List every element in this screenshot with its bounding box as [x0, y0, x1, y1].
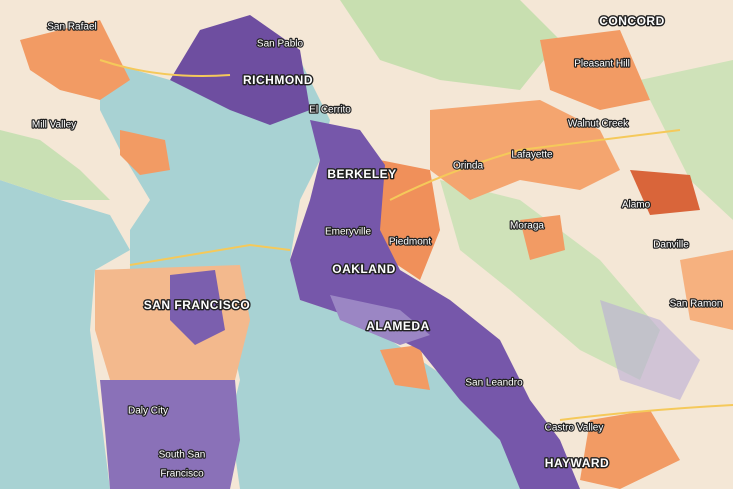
region [330, 295, 430, 345]
region [290, 120, 580, 489]
region [100, 380, 240, 489]
place-label: San Leandro [465, 378, 523, 389]
region [580, 410, 680, 489]
city-label: CONCORD [599, 14, 665, 28]
place-label: San Pablo [257, 39, 304, 50]
region [380, 345, 430, 390]
place-label: Pleasant Hill [574, 59, 630, 70]
city-label: HAYWARD [545, 456, 609, 470]
region [20, 20, 130, 100]
place-label: Danville [653, 240, 689, 251]
park [640, 60, 733, 220]
road [559, 404, 733, 421]
road [99, 59, 231, 77]
city-label: SAN FRANCISCO [144, 298, 251, 312]
city-label: ALAMEDA [366, 319, 430, 333]
place-label: Mill Valley [32, 120, 76, 131]
place-label: Francisco [160, 469, 204, 480]
region [540, 30, 650, 110]
region [170, 270, 225, 345]
park [0, 130, 110, 200]
region [120, 130, 170, 175]
place-label: Orinda [453, 161, 483, 172]
place-label: Emeryville [325, 227, 372, 238]
city-label: OAKLAND [332, 262, 396, 276]
road [389, 129, 681, 201]
region [600, 300, 700, 400]
place-label: San Ramon [670, 299, 723, 310]
bridge [129, 243, 291, 266]
place-label: El Cerrito [309, 105, 351, 116]
city-label: RICHMOND [243, 73, 313, 87]
park [440, 180, 660, 380]
region [170, 15, 310, 125]
region [630, 170, 700, 215]
bay [100, 60, 560, 489]
place-label: Walnut Creek [568, 119, 629, 130]
city-label: BERKELEY [327, 167, 396, 181]
region [680, 250, 733, 330]
place-label: San Rafael [47, 22, 96, 33]
place-label: Lafayette [511, 150, 553, 161]
place-label: Alamo [622, 200, 651, 211]
labels: San Rafael San Pablo CONCORD RICHMOND Pleasa… [31, 13, 724, 481]
ocean [0, 180, 130, 489]
place-label: South San [159, 450, 206, 461]
region [520, 215, 565, 260]
place-label: Piedmont [389, 237, 431, 248]
park [340, 0, 560, 90]
place-label: Daly City [128, 406, 168, 417]
place-label: Moraga [510, 221, 544, 232]
place-label: Castro Valley [545, 423, 604, 434]
